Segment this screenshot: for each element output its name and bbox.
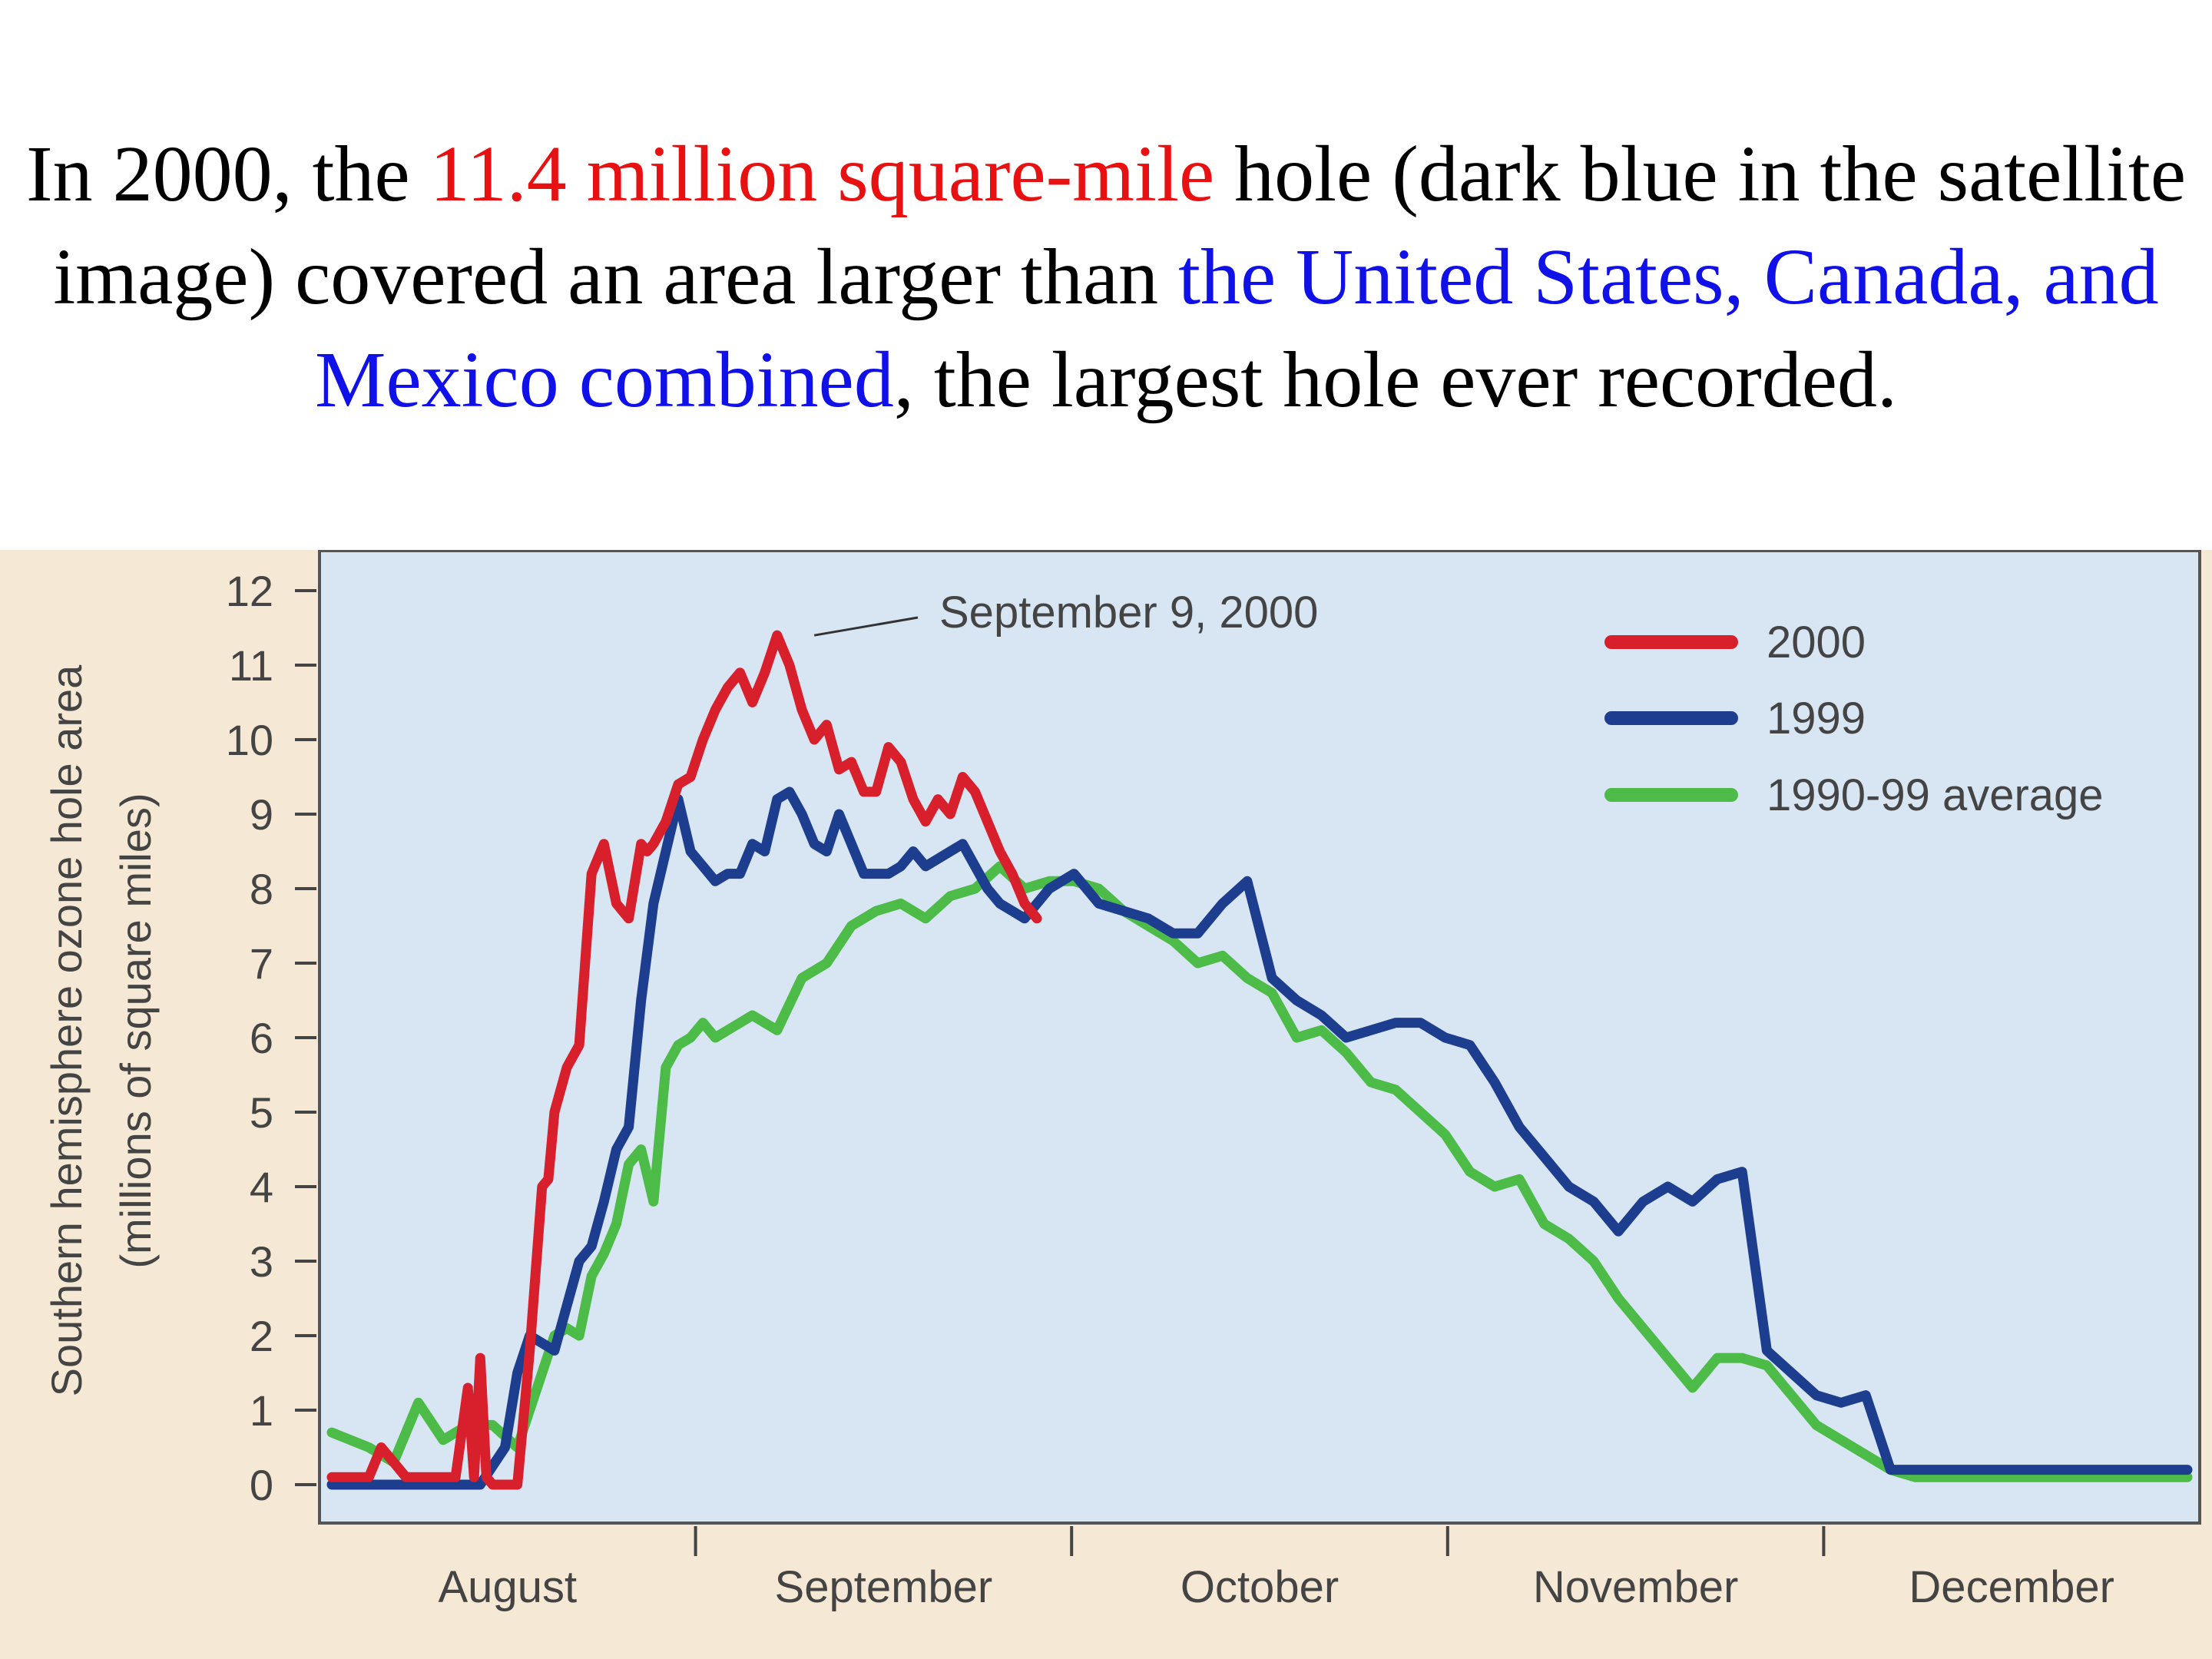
y-tick-label: 3 <box>250 1237 273 1286</box>
y-axis-label-line1: Southern hemisphere ozone hole area <box>42 664 91 1397</box>
legend-label: 1999 <box>1767 694 1866 743</box>
y-tick-label: 12 <box>226 567 273 615</box>
x-tick-label: August <box>439 1562 578 1612</box>
caption-text-3: , the largest hole ever recorded. <box>893 336 1897 424</box>
y-tick-label: 11 <box>229 641 273 690</box>
annotation-leader <box>813 616 919 637</box>
y-tick-label: 0 <box>250 1461 273 1509</box>
y-tick-label: 5 <box>250 1088 273 1137</box>
y-tick-label: 10 <box>226 716 273 764</box>
legend-label: 1990-99 average <box>1767 770 2104 820</box>
y-tick-label: 1 <box>250 1386 273 1435</box>
x-tick-label: October <box>1181 1562 1339 1612</box>
y-tick-label: 2 <box>250 1312 273 1360</box>
x-tick-label: December <box>1909 1562 2114 1612</box>
y-tick-label: 6 <box>250 1014 273 1062</box>
annotation-text: September 9, 2000 <box>939 588 1318 637</box>
y-tick-label: 9 <box>250 790 273 839</box>
x-axis: August September October November December <box>439 1526 2114 1612</box>
annotation: September 9, 2000 <box>813 588 1318 637</box>
series-layer <box>326 630 2193 1490</box>
x-tick-label: September <box>775 1562 993 1612</box>
series-line-1999 <box>326 786 2193 1490</box>
caption-highlight-countries: the United States, Canada, and Mexico co… <box>315 233 2159 424</box>
series-line-1990-99-average <box>326 861 2193 1482</box>
plot-area <box>318 550 2201 1525</box>
legend: 2000 1999 1990-99 average <box>1604 618 2104 820</box>
y-tick-label: 8 <box>250 865 273 913</box>
caption-text-1: In 2000, the <box>25 130 430 218</box>
x-tick-label: November <box>1533 1562 1739 1612</box>
y-axis-label-line2: (millions of square miles) <box>111 793 160 1268</box>
series-line-2000 <box>326 630 1042 1490</box>
caption-highlight-area: 11.4 million square-mile <box>429 130 1215 218</box>
legend-label: 2000 <box>1767 618 1866 667</box>
y-tick-label: 4 <box>250 1163 273 1211</box>
caption-text-2: hole (dark blue in the satellite image) … <box>53 130 2187 321</box>
y-tick-label: 7 <box>250 939 273 988</box>
caption: In 2000, the 11.4 million square-mile ho… <box>15 123 2197 432</box>
